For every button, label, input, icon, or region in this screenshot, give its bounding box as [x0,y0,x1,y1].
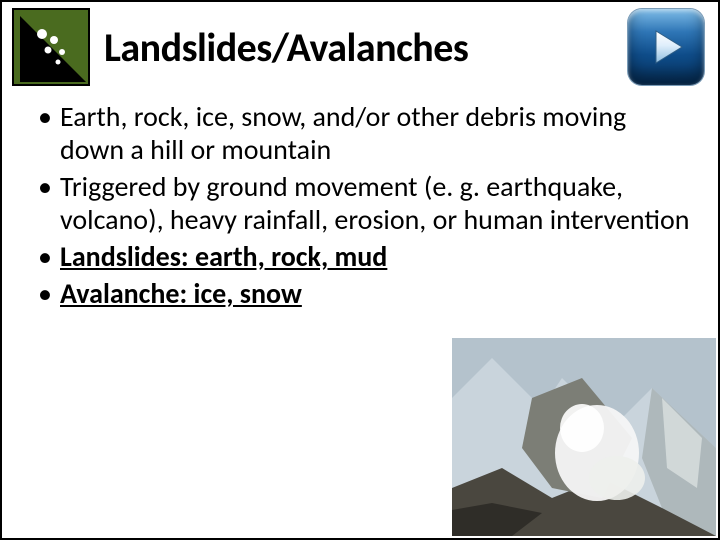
bullet-text: Avalanche: ice, snow [60,276,302,311]
bullet-text: Earth, rock, ice, snow, and/or other deb… [60,99,626,167]
bullet-item: Landslides: earth, rock, mud [38,240,696,273]
slide-header: Landslides/Avalanches [2,2,718,90]
bullet-text: Triggered by ground movement (e. g. eart… [60,169,689,237]
avalanche-photo [452,338,716,536]
slide-title: Landslides/Avalanches [104,23,614,72]
bullet-list: Earth, rock, ice, snow, and/or other deb… [2,90,718,310]
play-button[interactable] [628,9,704,85]
bullet-item: Avalanche: ice, snow [38,277,696,310]
bullet-item: Triggered by ground movement (e. g. eart… [38,170,696,236]
bullet-item: Earth, rock, ice, snow, and/or other deb… [38,100,696,166]
landslide-icon [12,8,90,86]
play-icon [642,23,690,71]
bullet-text: Landslides: earth, rock, mud [60,239,387,274]
